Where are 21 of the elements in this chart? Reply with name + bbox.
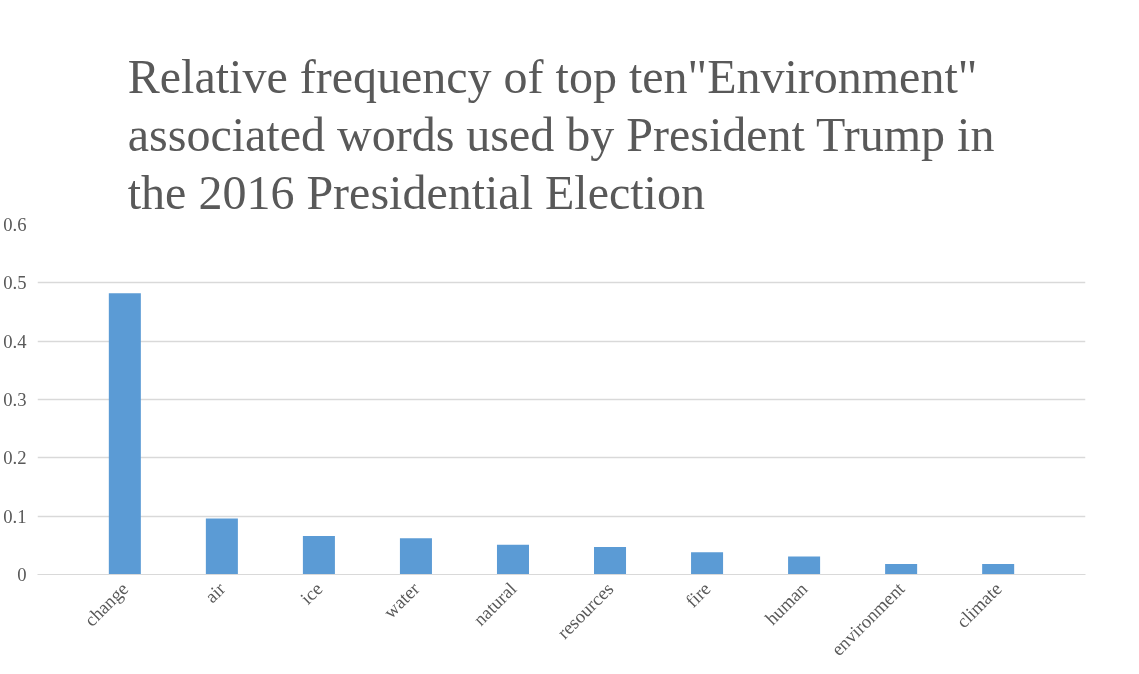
- y-tick-label: 0.6: [3, 214, 27, 235]
- y-tick-label: 0: [17, 564, 27, 585]
- y-tick-label: 0.5: [3, 272, 27, 294]
- bar: [594, 547, 627, 575]
- bar: [108, 293, 141, 575]
- bar: [496, 544, 529, 575]
- x-tick-label: fire: [681, 578, 715, 612]
- y-tick-label: 0.2: [3, 447, 27, 469]
- bar: [885, 564, 918, 575]
- y-tick-label: 0.4: [3, 330, 28, 352]
- chart-title: Relative frequency of top ten"Environment" associated words used by President Trump in the 2016 Presidential Election: [127, 49, 995, 220]
- bar: [982, 564, 1015, 575]
- bar: [788, 556, 821, 575]
- x-tick-label: ice: [296, 578, 327, 609]
- y-tick-label: 0.3: [3, 389, 27, 410]
- bar: [302, 536, 335, 575]
- bar: [205, 518, 238, 575]
- y-tick-label: 0.1: [3, 505, 27, 527]
- x-tick-label: air: [200, 577, 230, 607]
- bar: [691, 552, 724, 575]
- bar: [399, 538, 432, 575]
